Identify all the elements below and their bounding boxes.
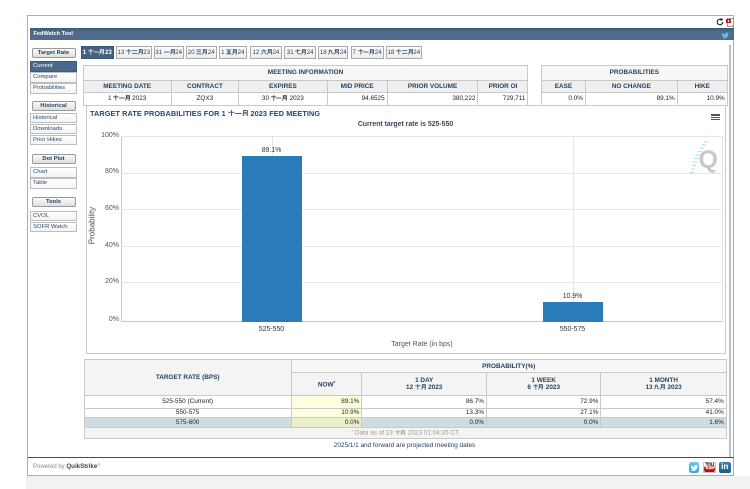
svg-text:Q: Q bbox=[699, 146, 718, 174]
